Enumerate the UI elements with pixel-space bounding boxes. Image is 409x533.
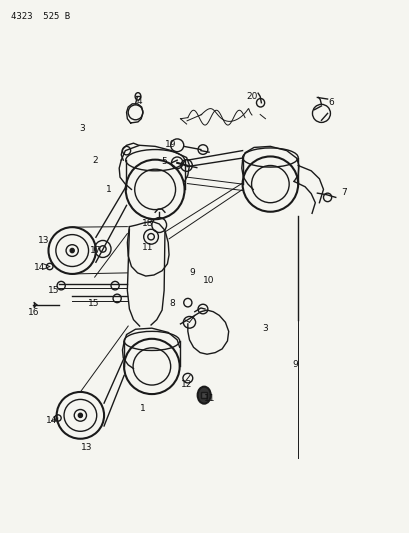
Text: 15: 15	[88, 299, 99, 308]
Text: 8: 8	[169, 299, 175, 308]
Text: 15: 15	[48, 286, 59, 295]
Text: 13: 13	[38, 237, 49, 246]
Text: 6: 6	[328, 98, 334, 107]
Text: 5: 5	[161, 157, 166, 166]
FancyBboxPatch shape	[200, 392, 207, 398]
Text: 9: 9	[291, 360, 297, 369]
Text: 2: 2	[92, 156, 97, 165]
Text: 14: 14	[46, 416, 57, 425]
Text: 4: 4	[137, 97, 142, 106]
Text: 11: 11	[142, 244, 153, 253]
Text: 20: 20	[246, 92, 257, 101]
Text: 11: 11	[204, 394, 215, 403]
Ellipse shape	[78, 413, 82, 417]
Text: 3: 3	[262, 324, 268, 333]
Text: 17: 17	[90, 246, 101, 255]
Text: 16: 16	[28, 308, 40, 317]
Text: 18: 18	[142, 220, 153, 229]
Text: 7: 7	[340, 188, 346, 197]
Text: 1: 1	[106, 185, 112, 194]
Text: 13: 13	[81, 443, 92, 452]
Text: 9: 9	[189, 269, 195, 277]
Ellipse shape	[70, 248, 74, 253]
Text: 14: 14	[34, 263, 45, 272]
Text: 12: 12	[181, 380, 192, 389]
Text: 19: 19	[164, 140, 175, 149]
Ellipse shape	[197, 386, 210, 403]
Text: 4323  525 B: 4323 525 B	[11, 12, 70, 21]
Text: 10: 10	[202, 276, 213, 285]
Text: 3: 3	[79, 124, 85, 133]
Text: 1: 1	[140, 405, 146, 414]
